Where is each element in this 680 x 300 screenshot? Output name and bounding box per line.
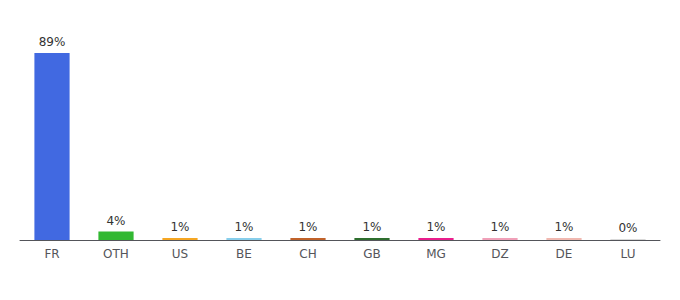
svg-text:89%: 89% — [39, 35, 66, 49]
svg-text:US: US — [172, 247, 188, 261]
svg-text:CH: CH — [299, 247, 316, 261]
svg-text:OTH: OTH — [103, 247, 129, 261]
svg-text:1%: 1% — [490, 220, 509, 234]
svg-text:BE: BE — [236, 247, 252, 261]
svg-text:1%: 1% — [554, 220, 573, 234]
svg-text:DE: DE — [556, 247, 573, 261]
svg-text:DZ: DZ — [491, 247, 508, 261]
svg-text:GB: GB — [363, 247, 381, 261]
svg-text:LU: LU — [621, 247, 636, 261]
svg-text:1%: 1% — [234, 220, 253, 234]
svg-text:4%: 4% — [106, 214, 125, 228]
svg-text:1%: 1% — [298, 220, 317, 234]
svg-text:1%: 1% — [170, 220, 189, 234]
svg-text:MG: MG — [426, 247, 446, 261]
svg-text:FR: FR — [44, 247, 59, 261]
svg-text:0%: 0% — [618, 221, 637, 235]
svg-text:1%: 1% — [426, 220, 445, 234]
svg-text:1%: 1% — [362, 220, 381, 234]
